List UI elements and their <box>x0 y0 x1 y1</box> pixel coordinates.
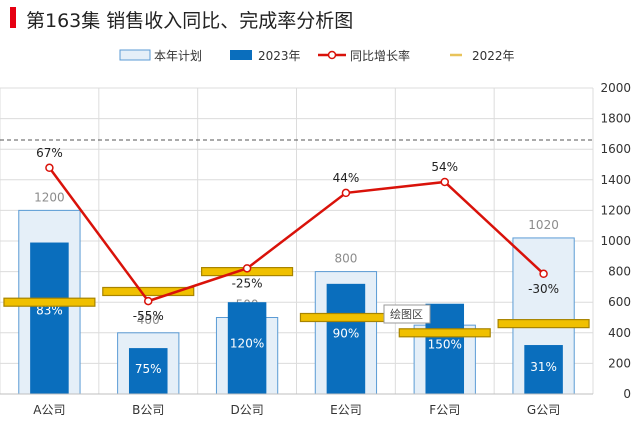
bar-2023-label: 90% <box>333 326 360 340</box>
growth-line <box>48 167 545 303</box>
growth-label: 67% <box>36 146 63 160</box>
growth-point <box>242 264 252 273</box>
title-accent-bar <box>10 7 16 28</box>
right-axis-tick: 1600 <box>600 142 631 156</box>
right-axis-tick: 1400 <box>600 173 631 187</box>
category-label: A公司 <box>33 403 65 417</box>
right-axis-tick: 400 <box>608 326 631 340</box>
growth-label: 54% <box>431 160 458 174</box>
marker-2022 <box>497 319 590 329</box>
plan-bar-label: 1020 <box>528 218 559 232</box>
marker-2022 <box>102 286 195 297</box>
legend-plan-label: 本年计划 <box>154 49 202 63</box>
bar-2023-label: 83% <box>36 304 63 318</box>
right-axis-tick: 0 <box>623 387 631 401</box>
bar-2023 <box>128 348 168 394</box>
legend-growth-label: 同比增长率 <box>350 48 410 63</box>
category-label: F公司 <box>429 403 460 417</box>
tooltip-text: 绘图区 <box>390 307 423 321</box>
legend-2023-swatch <box>230 50 252 60</box>
legend-growth-marker <box>327 50 337 60</box>
bar-2023 <box>227 302 267 394</box>
bar-2023-label: 120% <box>230 337 264 351</box>
growth-line-group: 67% -55% -25% 44% 54% -30% <box>36 146 559 323</box>
legend-2023-label: 2023年 <box>258 49 301 63</box>
chart-title-area: 第163集 销售收入同比、完成率分析图 <box>0 0 635 36</box>
marker-2022 <box>3 297 96 307</box>
growth-label: -30% <box>528 282 559 296</box>
category-label: D公司 <box>230 403 263 417</box>
right-axis-tick: 200 <box>608 356 631 370</box>
growth-label: -25% <box>232 276 263 290</box>
legend: 本年计划 2023年 同比增长率 2022年 <box>119 48 515 63</box>
right-axis-tick: 1000 <box>600 234 631 248</box>
right-axis-tick: 1200 <box>600 203 631 217</box>
growth-label: 44% <box>333 171 360 185</box>
marker-2022 <box>398 328 491 338</box>
category-label: E公司 <box>330 403 362 417</box>
bar-2023 <box>524 345 563 394</box>
right-axis-tick: 1800 <box>600 112 631 126</box>
bar-2023-label: 75% <box>135 362 162 376</box>
bar-2023 <box>425 303 465 394</box>
tooltip: 绘图区 <box>383 304 431 324</box>
bar-2023 <box>30 242 69 394</box>
legend-plan-swatch <box>119 49 151 61</box>
x-axis: A公司 B公司 D公司 E公司 F公司 G公司 <box>0 393 593 417</box>
growth-point <box>144 296 153 306</box>
plan-bar-label: 400 <box>137 313 160 327</box>
category-label: B公司 <box>132 403 164 417</box>
right-axis-tick: 800 <box>608 265 631 279</box>
growth-point <box>45 163 54 173</box>
tooltip-box <box>383 304 431 324</box>
grid-lines <box>0 87 594 395</box>
growth-point <box>341 188 351 198</box>
growth-point <box>539 269 548 279</box>
growth-point <box>440 177 449 187</box>
plan-bar-label: 800 <box>334 252 357 266</box>
legend-2022-label: 2022年 <box>472 49 515 63</box>
bar-2023-label: 31% <box>530 360 557 374</box>
bars-2023: 83% 75% 120% 90% 150% 31% <box>30 242 563 394</box>
right-axis-tick: 600 <box>608 295 631 309</box>
growth-label: -55% <box>133 309 164 323</box>
bar-2023 <box>326 283 366 394</box>
chart-title: 第163集 销售收入同比、完成率分析图 <box>26 10 354 32</box>
right-axis-tick: 2000 <box>600 81 631 95</box>
marker-2022 <box>299 312 392 323</box>
bar-2023-label: 150% <box>428 337 462 351</box>
right-axis: 0 200 400 600 800 1000 1200 1400 1600 1800 2000 <box>600 81 631 401</box>
category-label: G公司 <box>527 403 560 417</box>
plan-bar-label: 1200 <box>34 190 65 204</box>
